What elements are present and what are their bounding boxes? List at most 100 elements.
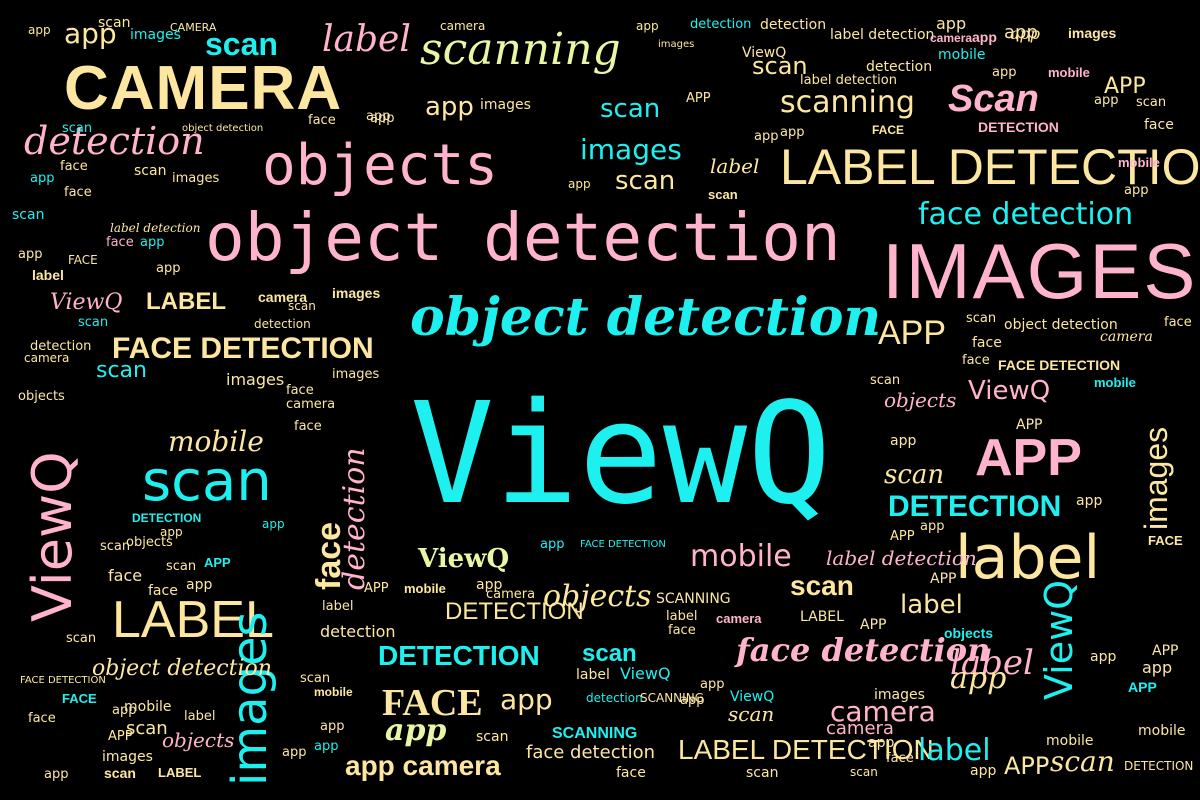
filler-word: detection — [30, 339, 92, 354]
filler-word: camera — [716, 611, 762, 626]
filler-word: app — [890, 433, 917, 449]
word-detection-vertical: detection — [337, 447, 372, 590]
word-images-small: images — [226, 370, 285, 389]
filler-word: APP — [930, 571, 957, 587]
filler-word: detection — [690, 17, 752, 32]
filler-word: images — [130, 27, 181, 43]
filler-word: detection — [866, 59, 933, 75]
filler-word: objects — [18, 389, 65, 404]
filler-word: FACE DETECTION — [580, 539, 666, 550]
filler-word: app — [972, 29, 997, 45]
filler-word: mobile — [1094, 375, 1136, 390]
word-scanning-top: scanning — [420, 24, 621, 75]
word-viewq-vertical-left: ViewQ — [21, 451, 84, 622]
word-label-script: label — [950, 643, 1034, 683]
filler-word: ViewQ — [620, 664, 671, 683]
word-face-detection-right: face detection — [918, 197, 1134, 232]
filler-word: app — [476, 577, 503, 593]
filler-word: APP — [364, 581, 389, 596]
filler-word: APP — [686, 91, 711, 106]
filler-word: detection — [254, 317, 311, 331]
filler-word: scan — [850, 765, 878, 779]
filler-word: face — [148, 583, 178, 599]
filler-word: FACE — [1148, 533, 1183, 548]
filler-word: scan — [78, 315, 109, 330]
filler-word: images — [172, 171, 220, 186]
word-label-detection-script: label detection — [826, 546, 977, 570]
filler-word: app — [1124, 183, 1149, 198]
filler-word: scan — [300, 671, 331, 686]
word-label-large-right: label — [955, 523, 1101, 593]
filler-word: APP — [1104, 74, 1146, 99]
word-scan-right: Scan — [948, 78, 1039, 120]
filler-word: app — [112, 703, 137, 718]
filler-word: FACE — [68, 253, 98, 267]
word-scan-bottom-right: scan — [1050, 745, 1115, 778]
filler-word: camera — [1100, 329, 1153, 345]
filler-word: app — [1076, 493, 1103, 509]
filler-word: images — [658, 39, 695, 50]
filler-word: objects — [884, 388, 957, 412]
filler-word: app — [160, 525, 183, 539]
filler-word: SCANNING — [656, 591, 731, 607]
filler-word: scan — [476, 729, 509, 745]
filler-word: LABEL — [158, 765, 202, 780]
word-scanning-small: SCANNING — [552, 725, 638, 742]
word-app-camera: app camera — [345, 750, 501, 781]
word-app-large-right: APP — [975, 429, 1082, 487]
word-scan-bold-mid: scan — [790, 570, 854, 601]
filler-word: app — [370, 111, 395, 126]
filler-word: app — [950, 661, 1007, 696]
filler-word: app — [568, 177, 591, 191]
word-camera-bottom: camera — [830, 695, 936, 728]
word-face-small: face — [108, 566, 143, 585]
filler-word: app — [680, 693, 705, 708]
word-label-large-left: LABEL — [112, 591, 274, 649]
filler-word: app — [320, 719, 345, 734]
filler-word: label — [32, 267, 64, 283]
filler-word: scan — [746, 765, 779, 781]
filler-word: APP — [1004, 752, 1050, 780]
filler-word: face — [106, 235, 134, 250]
filler-word: camera — [286, 397, 336, 412]
filler-word: images — [1068, 25, 1117, 41]
filler-word: objects — [126, 535, 173, 550]
filler-word: scan — [870, 373, 901, 388]
word-images-mid: images — [580, 133, 682, 166]
filler-word: scan — [166, 559, 197, 574]
filler-word: mobile — [1048, 65, 1090, 80]
filler-word: face — [668, 623, 696, 638]
filler-word: images — [480, 97, 531, 113]
filler-word: face — [64, 185, 92, 200]
filler-word: label — [710, 154, 760, 178]
word-camera-small: camera — [826, 718, 894, 739]
word-scan-small: scan — [600, 94, 661, 124]
filler-word: scan — [126, 718, 168, 739]
filler-word: APP — [860, 617, 887, 633]
filler-word: FACE DETECTION — [998, 357, 1121, 373]
filler-word: app — [540, 537, 565, 552]
word-face-detection-upper: FACE DETECTION — [112, 332, 374, 365]
word-images-vertical: images — [222, 611, 278, 786]
filler-word: ViewQ — [742, 45, 787, 61]
filler-word: scan — [884, 460, 945, 490]
filler-word: APP — [1152, 643, 1179, 659]
word-scanning-right: scanning — [780, 85, 915, 120]
filler-word: object detection — [182, 123, 264, 134]
word-face-detection-small: face detection — [526, 742, 656, 763]
word-label-top: label — [322, 19, 411, 60]
filler-word: FACE — [62, 691, 97, 706]
filler-word: DETECTION — [1124, 759, 1194, 773]
word-app-upper-right: APP — [878, 314, 947, 352]
filler-word: label — [666, 609, 698, 624]
filler-word: app — [920, 519, 945, 534]
filler-word: app — [636, 19, 659, 33]
filler-word: app — [754, 129, 779, 144]
filler-word: scan — [12, 207, 45, 223]
filler-word: camera — [930, 31, 973, 45]
word-detection-script-left: detection — [24, 119, 205, 163]
filler-word: scan — [752, 52, 808, 80]
filler-word: app — [64, 17, 117, 50]
word-viewq-vertical-right: ViewQ — [1037, 579, 1081, 700]
